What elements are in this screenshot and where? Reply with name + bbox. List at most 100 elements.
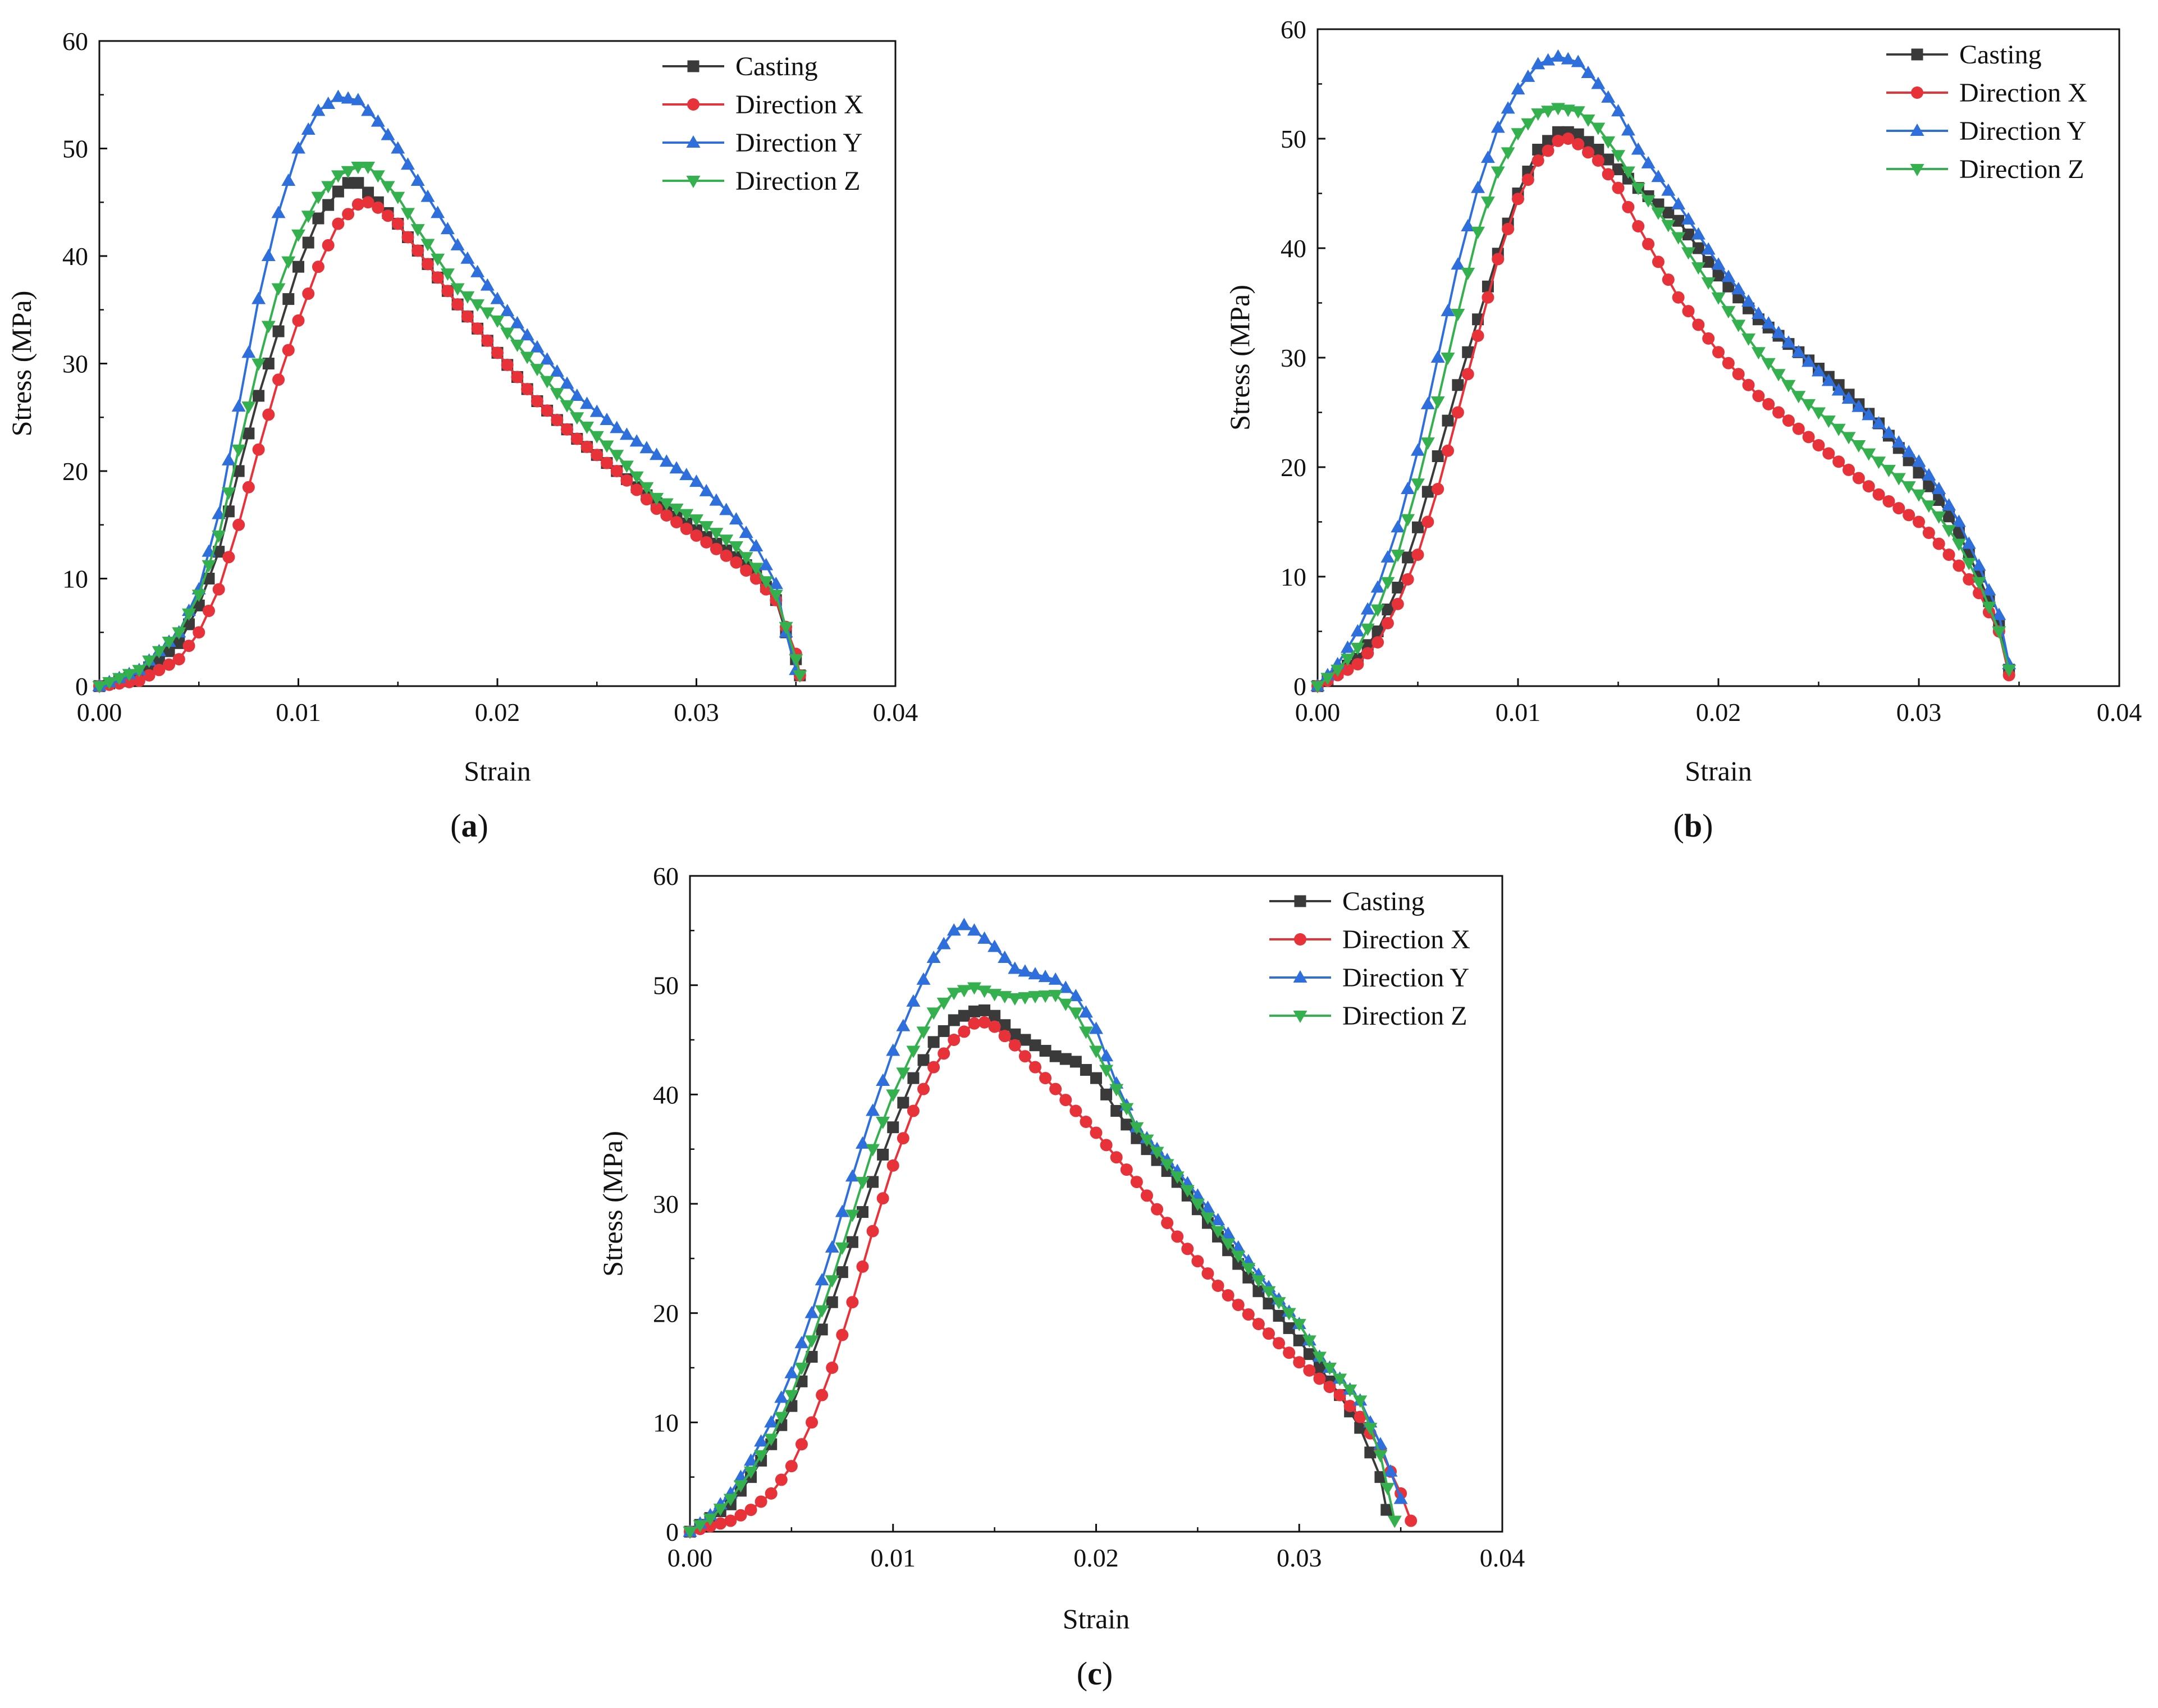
data-point (2002, 664, 2017, 677)
data-point (511, 371, 524, 383)
data-point (795, 1438, 808, 1451)
data-point (1611, 150, 1625, 163)
data-point (999, 1019, 1011, 1031)
data-point (1922, 468, 1936, 481)
data-point (887, 1121, 899, 1134)
legend-item: Direction Z (1269, 1001, 1467, 1031)
data-point (938, 1025, 950, 1037)
data-point (639, 482, 654, 495)
data-point (729, 512, 743, 525)
data-point (679, 468, 694, 481)
data-point (774, 1390, 789, 1403)
data-point (704, 1520, 717, 1533)
data-point (988, 1020, 1001, 1033)
data-point (1942, 498, 1956, 511)
x-tick-label: 0.00 (1295, 698, 1341, 727)
data-point (391, 141, 405, 154)
data-point (867, 1176, 879, 1188)
x-tick-label: 0.04 (1480, 1543, 1525, 1572)
data-point (600, 413, 614, 426)
data-point (589, 404, 604, 417)
data-point (744, 1466, 758, 1479)
data-point (749, 563, 763, 576)
data-point (92, 681, 107, 693)
data-point (886, 1159, 899, 1172)
data-point (1551, 49, 1565, 62)
y-axis-label: Stress (MPa) (1224, 285, 1255, 431)
data-point (1781, 335, 1796, 348)
data-point (1551, 103, 1565, 116)
data-point (1851, 399, 1866, 412)
data-point (1391, 597, 1404, 610)
data-point (927, 1036, 940, 1048)
data-point (1471, 330, 1484, 342)
legend-item: Casting (1886, 40, 2042, 70)
data-point (1621, 166, 1635, 179)
data-point (371, 170, 385, 183)
data-point (1701, 242, 1716, 255)
data-point (1181, 1243, 1194, 1255)
data-point (1791, 345, 1806, 358)
data-point (1080, 1064, 1092, 1076)
data-point (440, 268, 455, 281)
data-point (1862, 408, 1876, 421)
data-point (1341, 654, 1355, 666)
data-point (132, 665, 147, 678)
data-point (669, 504, 684, 517)
data-point (1571, 54, 1585, 67)
data-point (520, 328, 534, 341)
data-point (281, 173, 296, 186)
data-point (122, 669, 136, 682)
data-point (1821, 415, 1836, 428)
data-point (1912, 454, 1926, 467)
series-casting (1311, 126, 2015, 692)
data-point (815, 1305, 829, 1318)
data-point (212, 530, 226, 543)
data-point (1512, 193, 1524, 205)
data-point (241, 401, 256, 414)
legend-label: Direction Z (735, 166, 861, 196)
data-point (570, 388, 584, 401)
data-point (580, 440, 593, 453)
data-point (302, 236, 314, 249)
y-tick-label: 30 (62, 350, 88, 378)
data-point (1712, 270, 1725, 282)
data-point (143, 669, 156, 682)
data-point (172, 627, 186, 640)
data-point (1039, 1044, 1051, 1057)
data-point (610, 421, 624, 433)
legend-marker (1294, 933, 1306, 946)
data-point (769, 590, 783, 602)
data-point (958, 1010, 970, 1022)
data-point (1791, 391, 1806, 404)
data-point (470, 299, 485, 312)
data-point (421, 258, 434, 271)
legend-item: Casting (1269, 887, 1425, 916)
data-point (806, 1351, 818, 1363)
data-point (1313, 1372, 1326, 1385)
data-point (1323, 1381, 1336, 1394)
data-point (1992, 626, 2006, 639)
data-point (1951, 538, 1966, 551)
data-point (312, 212, 324, 225)
data-point (1662, 273, 1675, 286)
data-point (789, 654, 803, 667)
data-point (794, 1336, 809, 1349)
data-point (1802, 431, 1815, 444)
data-point (1841, 391, 1856, 404)
y-tick-label: 0 (1293, 672, 1306, 701)
y-tick-label: 10 (653, 1408, 679, 1437)
data-point (1511, 128, 1525, 141)
data-point (481, 334, 494, 347)
series-line (689, 1021, 1412, 1533)
data-point (1672, 214, 1685, 227)
data-point (659, 498, 674, 511)
data-point (1851, 440, 1866, 453)
data-point (193, 626, 205, 639)
data-point (1381, 616, 1394, 629)
y-tick-label: 20 (653, 1299, 679, 1328)
legend-label: Direction X (1959, 78, 2087, 108)
legend-label: Casting (1959, 40, 2042, 70)
data-point (1742, 378, 1755, 391)
data-point (835, 1204, 849, 1217)
